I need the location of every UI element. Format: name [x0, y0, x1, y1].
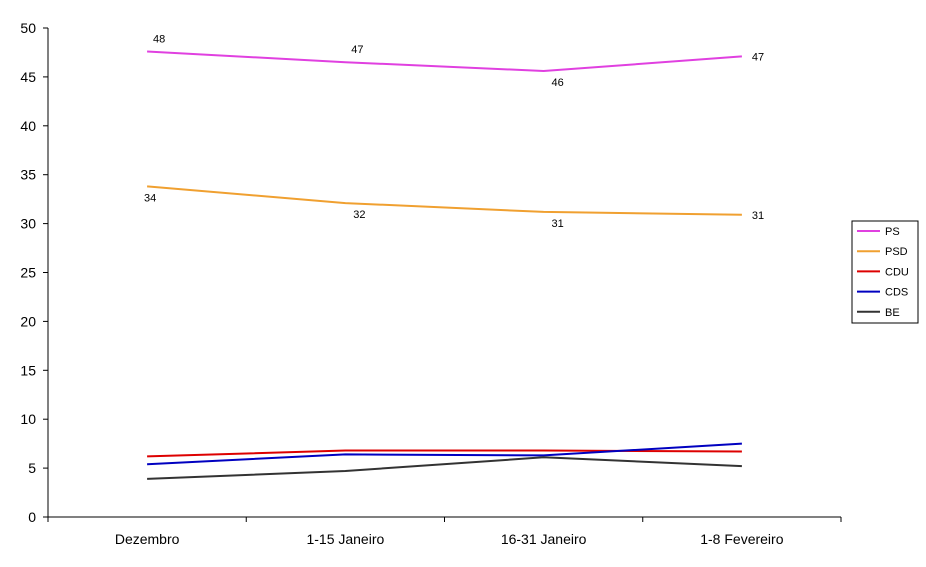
data-label-psd: 32 [353, 209, 365, 221]
y-tick-label: 40 [20, 118, 36, 134]
x-tick-label: 1-15 Janeiro [306, 531, 384, 547]
y-tick-label: 45 [20, 69, 36, 85]
y-tick-label: 50 [20, 20, 36, 36]
legend-label-cdu: CDU [885, 266, 909, 278]
y-tick-label: 10 [20, 411, 36, 427]
y-tick-label: 30 [20, 216, 36, 232]
series-line-ps [147, 50, 742, 72]
axes: 0 5 10 15 20 25 30 35 40 45 50 Dezembro 1-15 Janeiro… [20, 20, 842, 547]
series-line-be [147, 456, 742, 480]
y-tick-label: 0 [28, 509, 36, 525]
legend: PS PSD CDU CDS BE [851, 220, 919, 324]
data-label-ps: 46 [552, 77, 564, 89]
series-layer [147, 50, 742, 480]
legend-label-be: BE [885, 307, 900, 319]
y-tick-label: 20 [20, 313, 36, 329]
series-line-psd [147, 185, 742, 216]
y-tick-label: 5 [28, 460, 36, 476]
legend-label-cds: CDS [885, 287, 908, 299]
series-line-cds [147, 442, 742, 466]
data-label-ps: 47 [351, 44, 363, 56]
data-label-psd: 34 [144, 192, 156, 204]
data-label-psd: 31 [552, 218, 564, 230]
data-labels: 48 47 46 47 34 32 31 31 [144, 33, 764, 229]
x-tick-label: 1-8 Fevereiro [700, 531, 783, 547]
x-tick-label: 16-31 Janeiro [501, 531, 587, 547]
x-tick-label: Dezembro [115, 531, 180, 547]
series-line-cdu [147, 449, 742, 458]
y-tick-label: 35 [20, 167, 36, 183]
y-tick-label: 25 [20, 265, 36, 281]
legend-label-ps: PS [885, 226, 900, 238]
data-label-psd: 31 [752, 210, 764, 222]
y-tick-label: 15 [20, 362, 36, 378]
legend-label-psd: PSD [885, 246, 908, 258]
data-label-ps: 47 [752, 51, 764, 63]
data-label-ps: 48 [153, 33, 165, 45]
